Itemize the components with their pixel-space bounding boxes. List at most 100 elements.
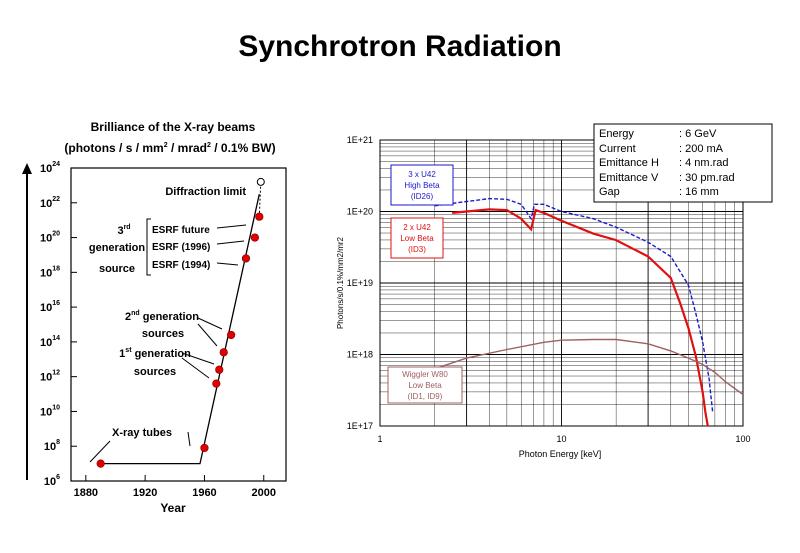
units-part-b: / mrad bbox=[168, 141, 207, 155]
y-tick-label: 1020 bbox=[40, 231, 60, 245]
third-gen-line2: generation bbox=[89, 242, 146, 254]
x-tick-label: 1920 bbox=[133, 487, 157, 499]
y-tick-exponent: 8 bbox=[56, 439, 60, 446]
y-tick-exponent: 6 bbox=[56, 474, 60, 481]
spectrum-x-tick-label: 100 bbox=[735, 434, 750, 444]
legend-red: 2 x U42 Low Beta (ID3) bbox=[390, 217, 444, 259]
brilliance-trend-line bbox=[100, 193, 260, 465]
second-gen-num: 2 bbox=[125, 311, 131, 323]
x-tick-label: 1880 bbox=[74, 487, 98, 499]
spectrum-y-tick-label: 1E+19 bbox=[347, 278, 373, 288]
esrf-future-label: ESRF future bbox=[152, 225, 210, 236]
spectrum-y-tick-label: 1E+18 bbox=[347, 350, 373, 360]
info-gap-key: Gap bbox=[599, 186, 620, 198]
legend-red-line3: (ID3) bbox=[408, 245, 426, 254]
second-gen-label: 2nd generation bbox=[125, 310, 199, 323]
units-part-a: (photons / s / mm bbox=[64, 141, 163, 155]
legend-wiggler-line3: (ID1, ID9) bbox=[408, 392, 443, 401]
legend-red-line1: 2 x U42 bbox=[403, 223, 431, 232]
y-tick-exponent: 16 bbox=[52, 300, 60, 307]
units-sup-a: 2 bbox=[164, 142, 168, 149]
y-tick-label: 1022 bbox=[40, 196, 60, 210]
y-tick-base: 10 bbox=[44, 476, 56, 488]
brilliance-data-point bbox=[212, 379, 221, 388]
wiggler-spectrum-curve bbox=[406, 338, 744, 396]
blue-spectrum-curve bbox=[434, 197, 714, 412]
info-energy-value: : 6 GeV bbox=[679, 128, 717, 140]
legend-red-frame bbox=[390, 217, 444, 259]
units-sup-b: 2 bbox=[207, 142, 211, 149]
esrf-1996-label: ESRF (1996) bbox=[152, 242, 210, 253]
y-tick-exponent: 20 bbox=[52, 231, 60, 238]
y-tick-exponent: 14 bbox=[52, 335, 60, 342]
third-gen-sup: rd bbox=[124, 224, 131, 231]
x-tick-label: 1960 bbox=[192, 487, 216, 499]
brilliance-series bbox=[96, 177, 265, 468]
first-gen-rest: generation bbox=[132, 348, 192, 360]
brilliance-title: Brilliance of the X-ray beams bbox=[91, 120, 256, 134]
spectrum-y-ticks: 1E+21 1E+20 1E+19 1E+18 1E+17 bbox=[347, 135, 373, 431]
spectrum-y-tick-label: 1E+20 bbox=[347, 207, 373, 217]
y-tick-label: 1010 bbox=[40, 404, 60, 418]
y-tick-exponent: 10 bbox=[52, 404, 60, 411]
third-gen-num: 3 bbox=[117, 225, 123, 237]
y-tick-base: 10 bbox=[40, 198, 52, 210]
second-gen-line2: sources bbox=[142, 328, 184, 340]
info-gap-value: : 16 mm bbox=[679, 186, 719, 198]
y-tick-base: 10 bbox=[40, 337, 52, 349]
info-emittance-h-value: : 4 nm.rad bbox=[679, 157, 729, 169]
esrf-1994-label: ESRF (1994) bbox=[152, 260, 210, 271]
y-tick-label: 108 bbox=[44, 439, 60, 453]
y-tick-label: 1014 bbox=[40, 335, 60, 349]
info-emittance-v-value: : 30 pm.rad bbox=[679, 172, 735, 184]
second-gen-rest: generation bbox=[140, 311, 200, 323]
brilliance-plot-frame bbox=[70, 167, 287, 482]
brilliance-x-label: Year bbox=[160, 501, 186, 515]
legend-blue: 3 x U42 High Beta (ID26) bbox=[390, 164, 454, 206]
spectrum-y-tick-label: 1E+17 bbox=[347, 421, 373, 431]
spectrum-x-label: Photon Energy [keV] bbox=[519, 449, 602, 459]
y-tick-base: 10 bbox=[40, 233, 52, 245]
brilliance-chart: Brilliance of the X-ray beams (photons /… bbox=[22, 120, 287, 515]
y-tick-base: 10 bbox=[40, 406, 52, 418]
second-gen-sup: nd bbox=[131, 310, 140, 317]
spectrum-plot-frame bbox=[379, 139, 744, 427]
info-energy-key: Energy bbox=[599, 128, 634, 140]
brilliance-data-point bbox=[241, 254, 251, 263]
brilliance-data-point bbox=[250, 233, 259, 242]
y-tick-base: 10 bbox=[40, 372, 52, 384]
y-tick-base: 10 bbox=[44, 441, 56, 453]
spectrum-y-tick-label: 1E+21 bbox=[347, 135, 373, 145]
info-current-value: : 200 mA bbox=[679, 143, 724, 155]
legend-wiggler-frame bbox=[387, 366, 463, 404]
units-part-c: / 0.1% BW) bbox=[211, 141, 276, 155]
esrf-bracket bbox=[146, 218, 151, 276]
y-axis-arrowhead bbox=[22, 163, 32, 174]
spectrum-chart: 1E+21 1E+20 1E+19 1E+18 1E+17 1 10 100 Photon … bbox=[336, 123, 773, 459]
y-tick-base: 10 bbox=[40, 302, 52, 314]
y-tick-base: 10 bbox=[40, 163, 52, 175]
legend-blue-line3: (ID26) bbox=[411, 192, 434, 201]
y-tick-exponent: 12 bbox=[52, 370, 60, 377]
brilliance-units: (photons / s / mm2 / mrad2 / 0.1% BW) bbox=[64, 141, 275, 155]
legend-wiggler: Wiggler W80 Low Beta (ID1, ID9) bbox=[387, 366, 463, 404]
brilliance-data-point bbox=[227, 330, 236, 340]
diffraction-limit-dotted-line bbox=[258, 181, 262, 217]
first-gen-sup: st bbox=[125, 347, 132, 354]
third-gen-label: 3rd bbox=[117, 224, 130, 237]
spectrum-x-tick-label: 1 bbox=[377, 434, 382, 444]
spectrum-x-ticks: 1 10 100 bbox=[377, 434, 750, 444]
spectrum-info-box: Energy : 6 GeV Current : 200 mA Emittanc… bbox=[593, 123, 773, 203]
y-tick-exponent: 18 bbox=[52, 265, 60, 272]
diffraction-limit-point bbox=[256, 177, 265, 186]
spectrum-y-label: Photons/s/0.1%/mm2/mr2 bbox=[336, 236, 345, 329]
brilliance-data-point bbox=[219, 348, 228, 357]
legend-blue-line1: 3 x U42 bbox=[408, 170, 436, 179]
legend-blue-frame bbox=[390, 164, 454, 206]
spectrum-x-tick-label: 10 bbox=[556, 434, 566, 444]
y-tick-exponent: 24 bbox=[52, 161, 60, 168]
third-gen-line3: source bbox=[99, 263, 135, 275]
legend-red-line2: Low Beta bbox=[400, 234, 434, 243]
y-tick-label: 106 bbox=[44, 474, 60, 488]
